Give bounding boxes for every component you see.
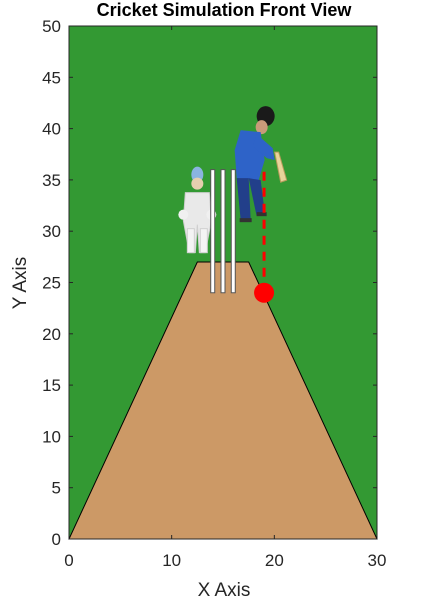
- y-tick-label: 45: [42, 68, 61, 87]
- y-tick-label: 15: [42, 376, 61, 395]
- batsman-right-shoe: [256, 212, 267, 217]
- y-tick-label: 20: [42, 325, 61, 344]
- x-axis-ticks: 0 10 20 30: [64, 26, 386, 570]
- y-tick-label: 5: [52, 479, 61, 498]
- x-axis-label: X Axis: [198, 580, 251, 601]
- batsman-bat: [274, 151, 288, 183]
- y-tick-label: 10: [42, 427, 61, 446]
- y-axis-label: Y Axis: [10, 257, 31, 309]
- stump-3: [230, 169, 236, 294]
- batsman-left-leg: [236, 178, 251, 221]
- batsman-right-leg: [248, 178, 265, 217]
- keeper-head: [191, 177, 204, 190]
- x-tick-label: 0: [64, 551, 73, 570]
- batsman-left-shoe: [239, 218, 252, 223]
- y-tick-label: 25: [42, 274, 61, 293]
- stumps: [210, 169, 236, 294]
- batsman-figure: [234, 106, 288, 223]
- batsman-arm: [252, 134, 275, 161]
- keeper-left-pad: [186, 228, 195, 254]
- keeper-left-glove: [178, 209, 189, 220]
- stump-1: [210, 169, 216, 294]
- y-tick-label: 40: [42, 120, 61, 139]
- chart-title: Cricket Simulation Front View: [97, 0, 353, 20]
- y-tick-label: 35: [42, 171, 61, 190]
- y-tick-label: 30: [42, 222, 61, 241]
- x-tick-label: 10: [162, 551, 181, 570]
- y-axis-ticks: 0 5 10 15 20 25 30 35 40 45 50: [42, 17, 377, 549]
- stump-2: [220, 169, 226, 294]
- keeper-right-pad: [199, 228, 208, 254]
- y-tick-label: 0: [52, 530, 61, 549]
- x-tick-label: 30: [368, 551, 387, 570]
- cricket-ball: [254, 282, 275, 303]
- batsman-face: [255, 120, 268, 135]
- y-tick-label: 50: [42, 17, 61, 36]
- x-tick-label: 20: [265, 551, 284, 570]
